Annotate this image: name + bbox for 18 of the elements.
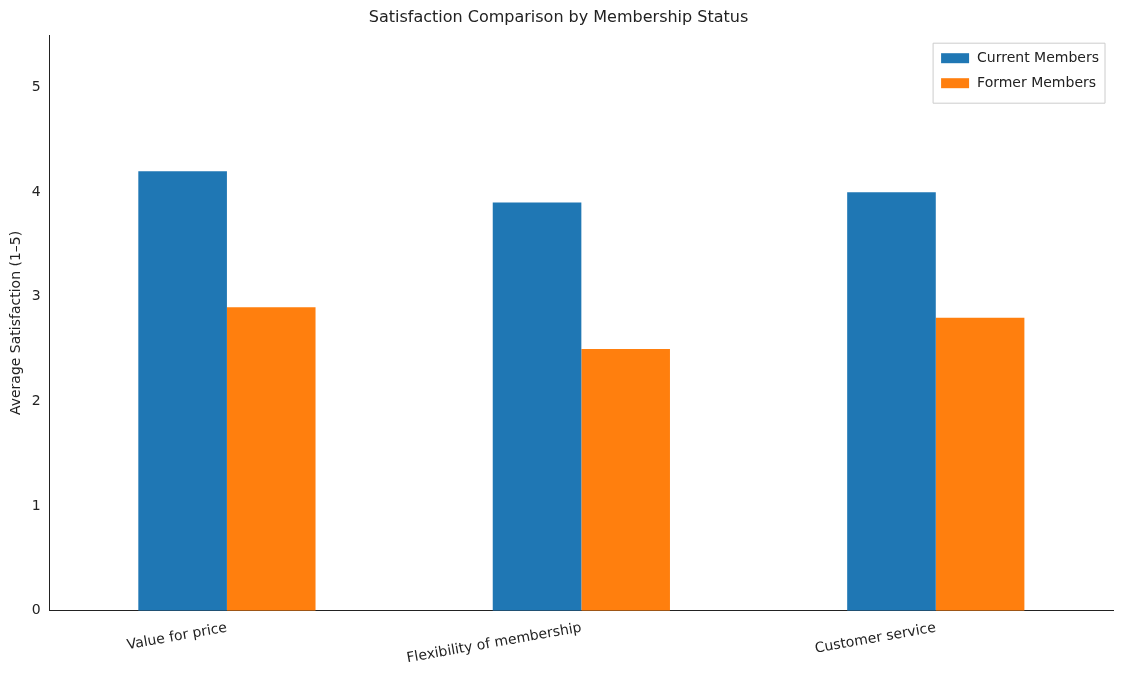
bar (138, 171, 227, 611)
legend-label: Former Members (977, 73, 1097, 90)
bar (492, 202, 582, 611)
x-tick-label: Value for price (125, 618, 229, 653)
legend-label: Current Members (977, 48, 1100, 65)
chart-title: Satisfaction Comparison by Membership Status (368, 6, 749, 26)
bar (581, 349, 670, 611)
bar (935, 317, 1025, 611)
x-tick-label: Customer service (813, 618, 937, 656)
y-tick-label: 0 (31, 601, 41, 618)
y-tick-label: 3 (31, 287, 41, 304)
bar (847, 192, 936, 611)
y-tick-label: 1 (31, 496, 41, 513)
bar (226, 307, 316, 611)
y-tick-label: 4 (31, 182, 41, 199)
y-axis-title: Average Satisfaction (1–5) (7, 230, 24, 416)
y-tick-label: 5 (31, 78, 41, 95)
y-tick-label: 2 (31, 392, 41, 409)
